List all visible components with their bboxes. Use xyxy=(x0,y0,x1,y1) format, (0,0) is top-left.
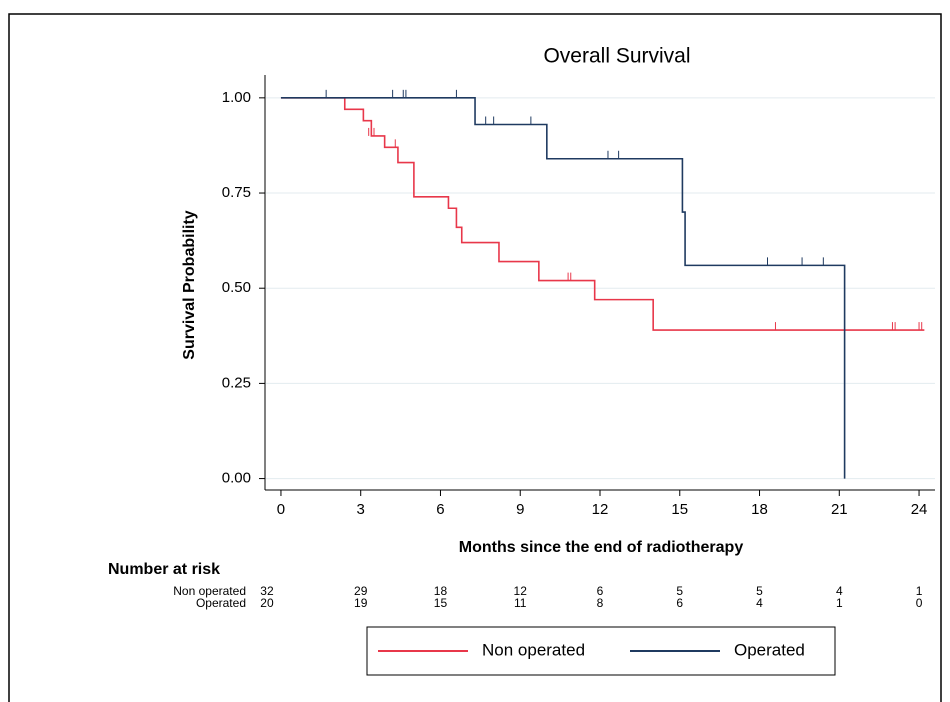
risk-count: 19 xyxy=(354,596,368,610)
risk-row-name: Operated xyxy=(196,596,246,610)
y-tick-label: 0.50 xyxy=(222,279,251,296)
risk-count: 5 xyxy=(756,584,763,598)
risk-count: 29 xyxy=(354,584,368,598)
y-tick-label: 0.75 xyxy=(222,184,251,201)
risk-count: 8 xyxy=(597,596,604,610)
risk-row-name: Non operated xyxy=(173,584,246,598)
risk-count: 6 xyxy=(597,584,604,598)
risk-count: 5 xyxy=(676,584,683,598)
survival-line xyxy=(280,97,925,331)
y-tick-label: 0.25 xyxy=(222,374,251,391)
x-axis-label: Months since the end of radiotherapy xyxy=(459,539,744,556)
risk-count: 20 xyxy=(260,596,274,610)
x-tick-label: 24 xyxy=(911,501,928,518)
x-tick-label: 9 xyxy=(516,501,524,518)
risk-count: 12 xyxy=(514,584,528,598)
risk-count: 11 xyxy=(514,596,527,610)
y-tick-label: 1.00 xyxy=(222,89,251,106)
risk-count: 0 xyxy=(916,596,923,610)
y-tick-label: 0.00 xyxy=(222,470,251,487)
frame xyxy=(8,13,942,702)
risk-count: 15 xyxy=(434,596,448,610)
risk-count: 1 xyxy=(836,596,843,610)
risk-count: 4 xyxy=(756,596,763,610)
risk-count: 6 xyxy=(676,596,683,610)
legend-label: Operated xyxy=(734,640,805,659)
legend-box xyxy=(366,626,836,676)
survival-line xyxy=(280,97,846,479)
x-tick-label: 18 xyxy=(751,501,768,518)
x-tick-label: 12 xyxy=(592,501,609,518)
x-tick-label: 21 xyxy=(831,501,848,518)
risk-count: 32 xyxy=(260,584,274,598)
x-tick-label: 0 xyxy=(277,501,285,518)
risk-count: 18 xyxy=(434,584,448,598)
y-axis-label: Survival Probability xyxy=(181,210,198,359)
x-tick-label: 3 xyxy=(357,501,365,518)
risk-count: 4 xyxy=(836,584,843,598)
legend-label: Non operated xyxy=(482,640,585,659)
risk-count: 1 xyxy=(916,584,923,598)
chart-title: Overall Survival xyxy=(543,45,690,68)
x-tick-label: 6 xyxy=(436,501,444,518)
risk-title: Number at risk xyxy=(108,561,220,578)
x-tick-label: 15 xyxy=(671,501,688,518)
